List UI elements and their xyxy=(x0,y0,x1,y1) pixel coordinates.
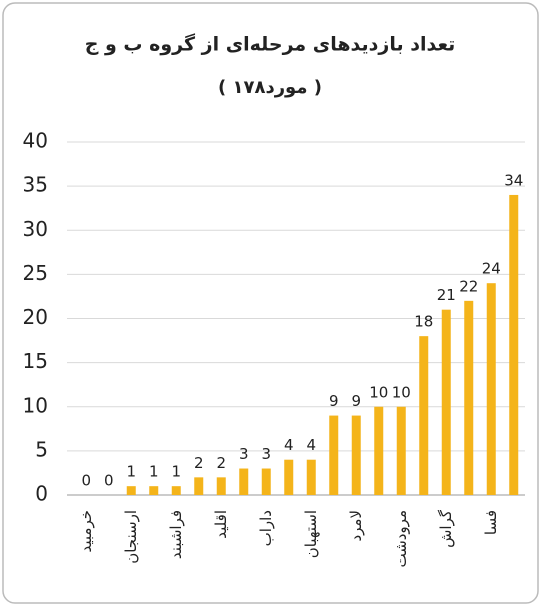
x-tick-label: مرودشت xyxy=(392,510,410,568)
bar xyxy=(126,486,136,495)
y-tick-label: 20 xyxy=(23,305,48,329)
value-label: 1 xyxy=(126,463,136,481)
bar xyxy=(351,415,361,495)
bar xyxy=(486,283,496,495)
bar xyxy=(149,486,159,495)
value-label: 1 xyxy=(171,463,181,481)
value-label: 0 xyxy=(81,472,91,490)
x-tick-label: خرمبید xyxy=(77,510,95,553)
y-tick-label: 30 xyxy=(23,217,48,241)
x-tick-label: اقلید xyxy=(212,510,230,539)
value-label: 10 xyxy=(392,383,411,401)
x-tick-label: استهبان xyxy=(302,510,320,558)
bar xyxy=(261,468,271,495)
bar xyxy=(419,336,429,495)
x-tick-label: لامرد xyxy=(347,510,365,542)
chart-title: تعداد بازدیدهای مرحله‌ای از گروه ب و ج xyxy=(85,33,456,56)
value-label: 3 xyxy=(261,445,271,463)
value-label: 9 xyxy=(329,392,339,410)
bar xyxy=(464,300,474,495)
x-tick-label: ارسنجان xyxy=(122,510,140,564)
bar xyxy=(441,309,451,495)
bar xyxy=(239,468,249,495)
value-label: 2 xyxy=(194,454,204,472)
x-tick-label: فراشبند xyxy=(167,510,185,559)
value-label: 3 xyxy=(239,445,249,463)
bar xyxy=(329,415,339,495)
bar xyxy=(171,486,181,495)
value-label: 4 xyxy=(284,436,294,454)
y-tick-label: 10 xyxy=(23,393,48,417)
value-label: 9 xyxy=(351,392,361,410)
bar xyxy=(509,194,519,495)
value-label: 24 xyxy=(482,260,501,278)
bar xyxy=(216,477,226,495)
chart-subtitle: ( ۱۷۸مورد ) xyxy=(218,77,322,98)
x-tick-label: فسا xyxy=(482,510,500,535)
value-label: 0 xyxy=(104,472,114,490)
bar xyxy=(374,406,384,495)
y-tick-label: 40 xyxy=(23,129,48,153)
value-label: 21 xyxy=(437,286,456,304)
value-label: 18 xyxy=(414,313,433,331)
x-tick-label: گراش xyxy=(437,509,455,548)
bar xyxy=(284,459,294,495)
value-label: 1 xyxy=(149,463,159,481)
y-tick-label: 0 xyxy=(35,482,48,506)
y-tick-label: 35 xyxy=(23,173,48,197)
bar xyxy=(194,477,204,495)
value-label: 4 xyxy=(306,436,316,454)
bar xyxy=(396,406,406,495)
value-label: 10 xyxy=(369,383,388,401)
y-tick-label: 25 xyxy=(23,261,48,285)
value-label: 22 xyxy=(459,277,478,295)
x-tick-label: داراب xyxy=(257,510,275,546)
value-label: 2 xyxy=(216,454,226,472)
y-tick-label: 15 xyxy=(23,349,48,373)
value-label: 34 xyxy=(504,171,523,189)
y-tick-label: 5 xyxy=(35,437,48,461)
bar xyxy=(306,459,316,495)
